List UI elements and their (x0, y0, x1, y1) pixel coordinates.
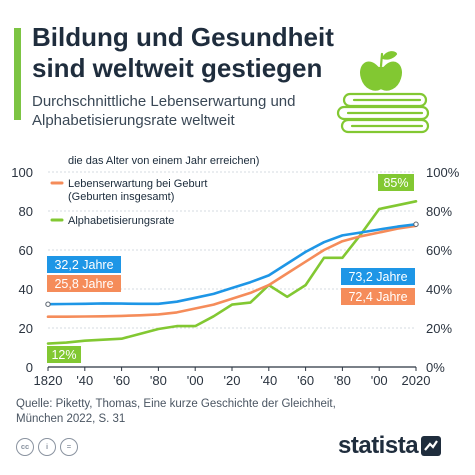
title-accent-bar (14, 28, 21, 120)
blue-start-label-box (47, 256, 121, 273)
books-apple-illustration (336, 51, 430, 134)
series-line (46, 224, 418, 319)
page-title: Bildung und Gesundheit sind weltweit ges… (32, 22, 334, 83)
blue-end-label-box (341, 268, 415, 285)
left-tick-label: 0 (26, 360, 33, 375)
x-tick-label: '40 (260, 373, 277, 388)
left-tick-label: 20 (19, 321, 33, 336)
x-tick-label: '80 (334, 373, 351, 388)
chart: 0 20 40 60 80 100 0% 20% 40% 60% 80% 100% 1820 '40 '… (11, 155, 460, 388)
right-tick-label: 80% (426, 204, 452, 219)
left-axis: 0 20 40 60 80 100 (11, 165, 33, 375)
green-start-label-box (47, 346, 81, 363)
equals-icon: = (60, 438, 78, 456)
x-tick-label: '40 (76, 373, 93, 388)
orange-start-label: 25,8 Jahre (54, 277, 113, 291)
blue-end-label: 73,2 Jahre (348, 270, 407, 284)
license-icons: cc i = (16, 438, 78, 456)
left-tick-label: 100 (11, 165, 33, 180)
legend-label: Lebenserwartung bei Geburt (68, 178, 207, 190)
series-endpoint (45, 301, 51, 307)
cc-icon: cc (16, 438, 34, 456)
green-start-label: 12% (51, 348, 76, 362)
left-tick-label: 40 (19, 282, 33, 297)
right-tick-label: 60% (426, 243, 452, 258)
value-callouts: 32,2 Jahre 25,8 Jahre 12% 73,2 Jahre 72,4 Ja… (47, 174, 415, 363)
orange-end-label: 72,4 Jahre (348, 290, 407, 304)
x-tick-label: '20 (224, 373, 241, 388)
page-subtitle: Durchschnittliche Lebenserwartung und Al… (32, 93, 296, 129)
x-tick-label: '00 (371, 373, 388, 388)
orange-start-label-box (47, 275, 121, 292)
logo-text: statista (338, 432, 419, 459)
blue-start-label: 32,2 Jahre (54, 258, 113, 272)
right-tick-label: 0% (426, 360, 445, 375)
by-icon: i (38, 438, 56, 456)
orange-end-label-box (341, 288, 415, 305)
right-tick-label: 40% (426, 282, 452, 297)
x-tick-label: '60 (113, 373, 130, 388)
series-endpoint (413, 221, 419, 227)
legend-label: (Geburten insgesamt) (68, 191, 174, 203)
x-tick-label: '00 (187, 373, 204, 388)
right-tick-label: 100% (426, 165, 460, 180)
green-end-label-box (378, 174, 414, 191)
x-tick-label: '80 (150, 373, 167, 388)
legend: Lebenserwartung bei Geburt (Personen,die… (50, 155, 259, 227)
left-tick-label: 60 (19, 243, 33, 258)
left-tick-label: 80 (19, 204, 33, 219)
source-note: Quelle: Piketty, Thomas, Eine kurze Gesc… (16, 398, 336, 425)
series-line (46, 223, 418, 306)
x-tick-label: '60 (297, 373, 314, 388)
right-axis: 0% 20% 40% 60% 80% 100% (426, 165, 460, 375)
x-tick-label: 1820 (34, 373, 63, 388)
x-axis: 1820 '40 '60 '80 '00 '20 '40 '60 '80 '00 2020 (34, 367, 431, 388)
series-lines (45, 200, 419, 345)
statista-logo: statista (338, 432, 442, 460)
logo-mark-icon (421, 436, 442, 456)
legend-label: Alphabetisierungsrate (68, 215, 174, 227)
series-line (46, 200, 418, 345)
x-tick-label: 2020 (402, 373, 431, 388)
legend-label: die das Alter von einem Jahr erreichen) (68, 155, 259, 167)
right-tick-label: 20% (426, 321, 452, 336)
green-end-label: 85% (383, 176, 408, 190)
